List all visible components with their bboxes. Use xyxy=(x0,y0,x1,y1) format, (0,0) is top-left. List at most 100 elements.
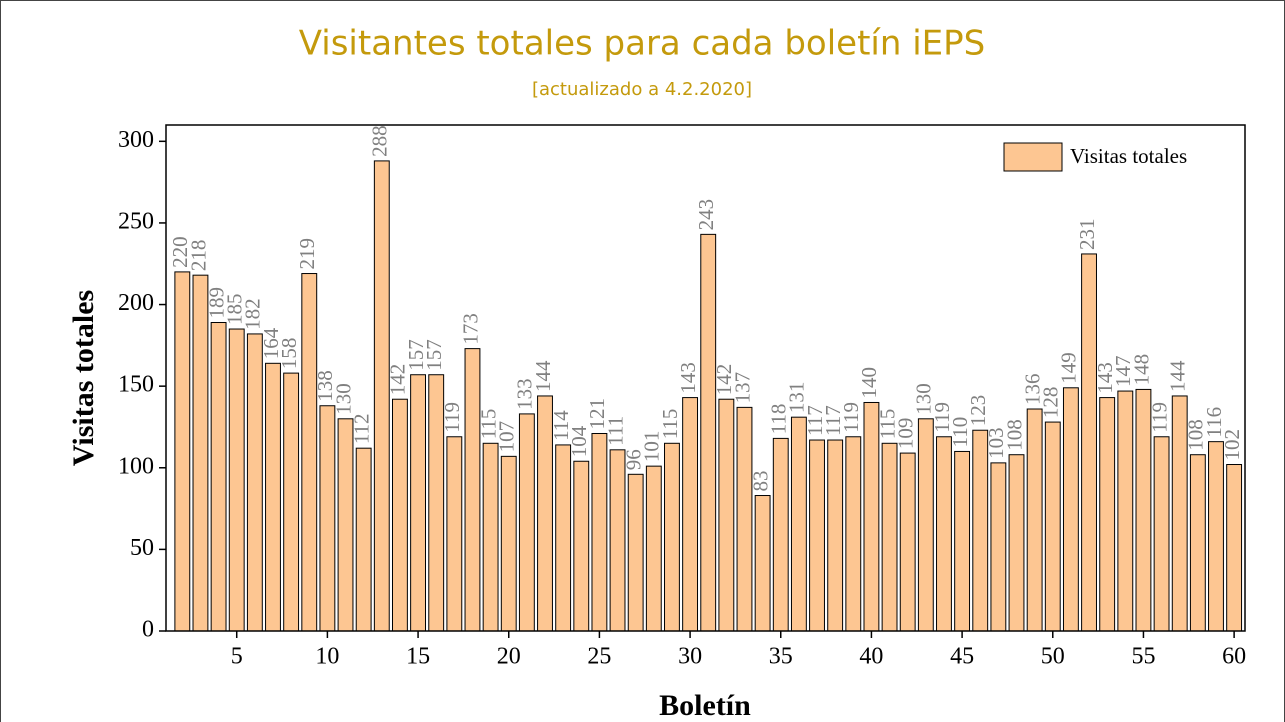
value-label: 115 xyxy=(658,409,682,440)
value-label: 243 xyxy=(694,199,718,231)
x-tick-label: 40 xyxy=(859,644,883,670)
value-label: 137 xyxy=(730,372,754,404)
value-label: 128 xyxy=(1039,387,1063,419)
bar xyxy=(700,233,717,632)
x-axis-label: Boletín xyxy=(659,689,751,722)
bar xyxy=(301,273,318,632)
value-label: 144 xyxy=(1166,360,1190,392)
chart-title: Visitantes totales para cada boletín iEP… xyxy=(299,24,985,64)
bar xyxy=(917,418,934,632)
bar xyxy=(972,429,989,632)
x-tick-label: 35 xyxy=(769,644,793,670)
value-label: 103 xyxy=(984,427,1008,459)
value-label: 130 xyxy=(331,383,355,415)
value-label: 116 xyxy=(1202,407,1226,438)
x-tick-label: 15 xyxy=(406,644,430,670)
x-tick-label: 50 xyxy=(1041,644,1065,670)
bar xyxy=(265,362,281,632)
y-tick-label: 0 xyxy=(142,617,154,643)
legend-label: Visitas totales xyxy=(1070,144,1187,168)
y-tick-label: 50 xyxy=(130,535,154,561)
value-label: 173 xyxy=(458,313,482,345)
x-tick-label: 60 xyxy=(1222,644,1246,670)
bar xyxy=(754,495,771,632)
x-tick-label: 55 xyxy=(1131,644,1155,670)
chart-subtitle: [actualizado a 4.2.2020] xyxy=(532,79,752,100)
value-label: 158 xyxy=(277,338,301,370)
value-label: 114 xyxy=(549,410,573,441)
bar xyxy=(482,442,499,632)
bar xyxy=(682,397,699,632)
value-label: 119 xyxy=(839,402,863,433)
value-label: 182 xyxy=(241,298,265,330)
value-label: 130 xyxy=(912,383,936,415)
value-label: 96 xyxy=(621,449,645,470)
value-label: 101 xyxy=(640,431,664,463)
bar xyxy=(736,406,753,632)
bar xyxy=(355,447,372,632)
value-label: 147 xyxy=(1111,356,1135,388)
bar xyxy=(1189,454,1206,632)
bar xyxy=(772,437,789,632)
value-label: 220 xyxy=(168,236,192,268)
bar xyxy=(627,473,644,632)
value-label: 157 xyxy=(404,339,428,371)
x-tick-label: 5 xyxy=(231,644,243,670)
bar xyxy=(246,333,263,632)
bar xyxy=(446,436,463,632)
value-label: 148 xyxy=(1129,354,1153,386)
bar xyxy=(809,439,825,632)
value-label: 111 xyxy=(603,416,627,446)
bar xyxy=(573,460,590,632)
bar xyxy=(899,452,916,632)
value-label: 218 xyxy=(186,240,210,272)
value-label: 143 xyxy=(676,362,700,394)
y-tick-label: 300 xyxy=(118,127,154,153)
value-label: 107 xyxy=(495,421,519,453)
bar xyxy=(936,436,952,632)
bar xyxy=(410,374,427,632)
bar xyxy=(337,418,354,632)
value-label: 110 xyxy=(948,417,972,448)
value-label: 104 xyxy=(567,425,591,457)
bar xyxy=(845,436,862,632)
bar xyxy=(391,398,408,632)
value-label: 144 xyxy=(531,360,555,392)
value-label: 140 xyxy=(857,367,881,399)
value-label: 157 xyxy=(422,339,446,371)
value-label: 83 xyxy=(748,471,772,492)
bar xyxy=(790,416,807,632)
bar xyxy=(228,328,245,632)
value-label: 115 xyxy=(476,409,500,440)
x-tick-label: 25 xyxy=(587,644,611,670)
y-tick-label: 150 xyxy=(118,372,154,398)
value-label: 142 xyxy=(712,364,736,396)
value-label: 142 xyxy=(386,364,410,396)
bar xyxy=(283,372,300,632)
value-label: 219 xyxy=(295,238,319,270)
value-label: 102 xyxy=(1220,429,1244,461)
y-tick-label: 200 xyxy=(118,290,154,316)
value-label: 117 xyxy=(803,405,827,436)
value-label: 109 xyxy=(894,418,918,450)
bar xyxy=(1153,436,1170,632)
value-label: 231 xyxy=(1075,218,1099,250)
value-label: 119 xyxy=(1147,402,1171,433)
y-axis-label: Visitas totales xyxy=(67,290,100,466)
value-label: 115 xyxy=(875,409,899,440)
bar xyxy=(1117,390,1134,632)
bar xyxy=(1062,387,1079,632)
bar xyxy=(1099,397,1116,632)
bar xyxy=(1226,464,1243,632)
bar xyxy=(990,462,1007,632)
value-label: 138 xyxy=(313,370,337,402)
value-label: 119 xyxy=(930,402,954,433)
bar xyxy=(518,413,535,632)
plot-frame xyxy=(165,124,1246,632)
value-label: 136 xyxy=(1020,374,1044,406)
value-label: 189 xyxy=(204,287,228,319)
bar xyxy=(664,442,680,632)
x-tick-label: 30 xyxy=(678,644,702,670)
bar xyxy=(174,271,191,632)
value-label: 118 xyxy=(767,404,791,435)
